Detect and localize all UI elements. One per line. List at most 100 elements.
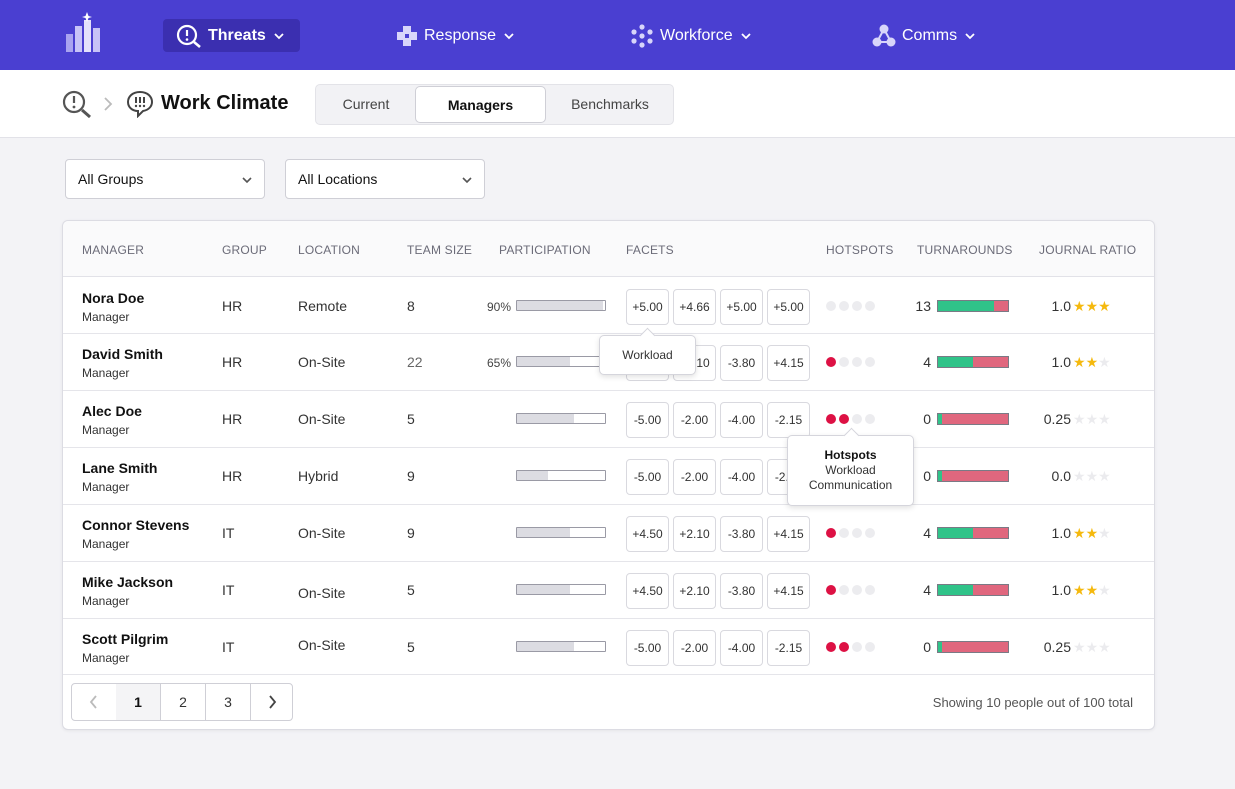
group-filter-select[interactable]: All Groups — [65, 159, 265, 199]
column-header-location[interactable]: LOCATION — [298, 243, 361, 257]
tab-benchmarks[interactable]: Benchmarks — [571, 96, 649, 112]
nav-response[interactable]: Response — [396, 19, 514, 52]
hotspot-dot[interactable] — [826, 357, 836, 367]
hotspot-dot[interactable] — [852, 414, 862, 424]
facet-score[interactable]: +4.15 — [767, 345, 810, 381]
facet-score[interactable]: +2.10 — [673, 516, 716, 552]
group-cell: IT — [222, 639, 235, 655]
hotspot-dot[interactable] — [826, 528, 836, 538]
facet-score[interactable]: -4.00 — [720, 459, 763, 495]
hotspot-dot[interactable] — [865, 301, 875, 311]
facet-score[interactable]: -4.00 — [720, 630, 763, 666]
prev-page-button[interactable] — [72, 684, 117, 720]
team-size-cell: 5 — [407, 411, 415, 427]
hotspot-dot[interactable] — [826, 585, 836, 595]
next-page-button[interactable] — [250, 684, 292, 720]
facet-score[interactable]: +5.00 — [767, 289, 810, 325]
column-header-manager[interactable]: MANAGER — [82, 243, 145, 257]
hotspot-dot[interactable] — [826, 642, 836, 652]
facet-score[interactable]: -2.15 — [767, 630, 810, 666]
facet-score[interactable]: -3.80 — [720, 345, 763, 381]
facet-score[interactable]: -5.00 — [626, 459, 669, 495]
tab-managers[interactable]: Managers — [415, 86, 546, 123]
location-filter-select[interactable]: All Locations — [285, 159, 485, 199]
location-cell: On-Site — [298, 637, 346, 653]
hotspot-dot[interactable] — [865, 642, 875, 652]
table-row[interactable]: Alec Doe Manager HR On-Site 5 -5.00 -2.00 -4.00… — [63, 391, 1154, 448]
hotspot-tooltip-title: Hotspots — [824, 448, 877, 462]
hotspot-dot[interactable] — [839, 414, 849, 424]
facet-score[interactable]: -4.00 — [720, 402, 763, 438]
facet-score[interactable]: +5.00 — [720, 289, 763, 325]
table-row[interactable]: Mike Jackson Manager IT On-Site 5 +4.50 +2.10-… — [63, 562, 1154, 619]
hotspot-dot[interactable] — [865, 528, 875, 538]
page-button-2[interactable]: 2 — [161, 684, 206, 720]
facet-score[interactable]: +4.15 — [767, 573, 810, 609]
hotspot-dot[interactable] — [865, 357, 875, 367]
hotspot-dot[interactable] — [865, 414, 875, 424]
table-row[interactable]: Lane Smith Manager HR Hybrid 9 -5.00 -2.00 -4.0… — [63, 448, 1154, 505]
table-row[interactable]: Connor Stevens Manager IT On-Site 9 +4.50 +2.1… — [63, 505, 1154, 562]
manager-name[interactable]: Connor Stevens — [82, 517, 190, 533]
facet-score[interactable]: +4.50 — [626, 516, 669, 552]
nav-threats[interactable]: Threats — [163, 19, 300, 52]
column-header-hotspots[interactable]: HOTSPOTS — [826, 243, 894, 257]
threat-magnifier-icon[interactable] — [62, 90, 92, 118]
facet-score[interactable]: -2.00 — [673, 630, 716, 666]
page-button-1[interactable]: 1 — [116, 684, 161, 720]
manager-name[interactable]: Alec Doe — [82, 403, 142, 419]
turnarounds-bar — [937, 300, 1009, 312]
manager-name[interactable]: Lane Smith — [82, 460, 158, 476]
nav-workforce[interactable]: Workforce — [630, 19, 751, 52]
table-row[interactable]: Scott Pilgrim Manager IT On-Site 5 -5.00 -2.00… — [63, 619, 1154, 675]
journal-ratio-value: 0.0 — [1051, 468, 1071, 484]
hotspot-dot[interactable] — [839, 528, 849, 538]
hotspot-dot[interactable] — [852, 585, 862, 595]
tab-current[interactable]: Current — [342, 96, 390, 112]
facet-score[interactable]: -5.00 — [626, 402, 669, 438]
facet-score[interactable]: +4.50 — [626, 573, 669, 609]
hotspot-dot[interactable] — [826, 301, 836, 311]
manager-name[interactable]: Nora Doe — [82, 290, 145, 306]
column-header-group[interactable]: GROUP — [222, 243, 268, 257]
facet-score[interactable]: -3.80 — [720, 573, 763, 609]
column-header-facets[interactable]: FACETS — [626, 243, 674, 257]
hotspot-dot[interactable] — [839, 301, 849, 311]
hotspot-dot[interactable] — [865, 585, 875, 595]
page-button-3[interactable]: 3 — [206, 684, 251, 720]
group-cell: IT — [222, 525, 235, 541]
manager-name[interactable]: David Smith — [82, 346, 163, 362]
table-row[interactable]: David SmithManagerHROn-Site2265%+2.10+2.… — [63, 334, 1154, 391]
facet-score[interactable]: -5.00 — [626, 630, 669, 666]
hotspot-dot[interactable] — [839, 585, 849, 595]
column-header-team-size[interactable]: TEAM SIZE — [407, 243, 473, 257]
facet-score[interactable]: +2.10 — [673, 573, 716, 609]
facet-score[interactable]: +5.00 — [626, 289, 669, 325]
manager-name[interactable]: Mike Jackson — [82, 574, 174, 590]
manager-name[interactable]: Scott Pilgrim — [82, 631, 169, 647]
hotspot-dot[interactable] — [826, 414, 836, 424]
table-row[interactable]: Nora Doe Manager HR Remote 8 90% +5.00 +4.66 +5.… — [63, 278, 1154, 334]
manager-role: Manager — [82, 537, 130, 551]
column-header-turnarounds[interactable]: TURNAROUNDS — [917, 243, 1013, 257]
column-header-participation[interactable]: PARTICIPATION — [499, 243, 591, 257]
hotspot-dot[interactable] — [852, 357, 862, 367]
facet-score[interactable]: -2.00 — [673, 402, 716, 438]
star-icon: ★ — [1073, 525, 1086, 541]
facet-score[interactable]: -3.80 — [720, 516, 763, 552]
nav-comms[interactable]: Comms — [872, 19, 975, 52]
chevron-left-icon — [89, 695, 97, 709]
column-header-journal-ratio[interactable]: JOURNAL RATIO — [1039, 243, 1137, 257]
facet-score[interactable]: +4.15 — [767, 516, 810, 552]
hotspot-dot[interactable] — [839, 642, 849, 652]
hotspot-dot[interactable] — [852, 642, 862, 652]
results-summary: Showing 10 people out of 100 total — [932, 695, 1133, 710]
hotspot-dot[interactable] — [852, 528, 862, 538]
facet-score[interactable]: +4.66 — [673, 289, 716, 325]
hotspot-dot[interactable] — [839, 357, 849, 367]
hotspot-dot[interactable] — [852, 301, 862, 311]
facet-score[interactable]: -2.15 — [767, 402, 810, 438]
app-logo-icon[interactable] — [64, 12, 106, 54]
facet-score[interactable]: -2.00 — [673, 459, 716, 495]
team-size-cell: 5 — [407, 639, 415, 655]
